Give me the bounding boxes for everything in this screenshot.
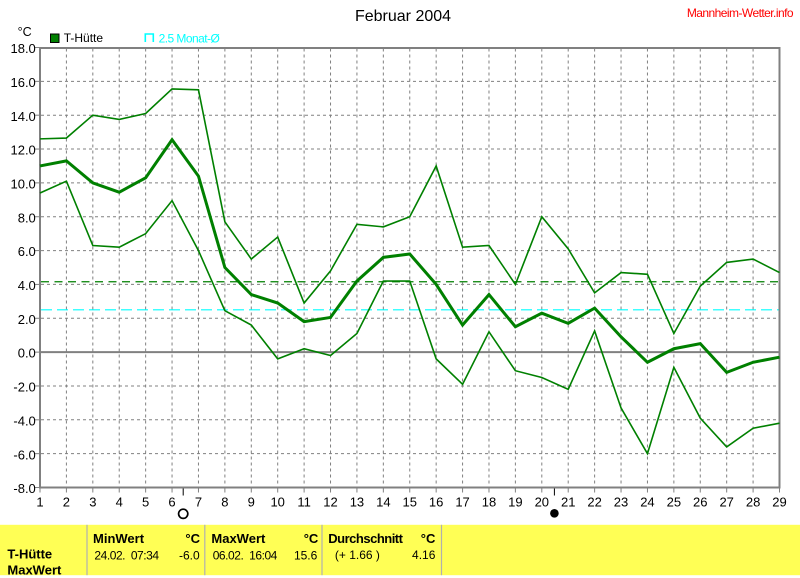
svg-text:26: 26 [693, 495, 707, 510]
svg-text:24: 24 [640, 495, 654, 510]
svg-text:0.0: 0.0 [18, 346, 36, 361]
svg-text:13: 13 [350, 495, 364, 510]
svg-text:2.5 Monat-Ø: 2.5 Monat-Ø [159, 32, 220, 46]
svg-text:°C: °C [304, 531, 319, 546]
svg-text:2.0: 2.0 [18, 312, 36, 327]
svg-text:8: 8 [221, 495, 228, 510]
svg-text:10.0: 10.0 [10, 176, 35, 191]
svg-text:16: 16 [429, 495, 443, 510]
svg-text:°C: °C [185, 531, 200, 546]
svg-text:6: 6 [168, 495, 175, 510]
svg-text:T-Hütte: T-Hütte [64, 31, 104, 45]
svg-text:Februar 2004: Februar 2004 [355, 8, 451, 25]
svg-text:T-Hütte: T-Hütte [7, 547, 52, 562]
svg-text:5: 5 [142, 495, 149, 510]
svg-text:9: 9 [248, 495, 255, 510]
svg-text:-6.0: -6.0 [13, 447, 35, 462]
svg-text:1: 1 [36, 495, 43, 510]
svg-text:-4.0: -4.0 [13, 413, 35, 428]
svg-text:-6.0: -6.0 [179, 548, 200, 562]
svg-text:4.0: 4.0 [18, 278, 36, 293]
svg-text:4: 4 [116, 495, 123, 510]
svg-text:24.02. 07:34: 24.02. 07:34 [94, 548, 159, 562]
svg-text:21: 21 [561, 495, 575, 510]
svg-text:18: 18 [482, 495, 496, 510]
svg-text:06.02. 16:04: 06.02. 16:04 [213, 548, 278, 562]
svg-text:27: 27 [719, 495, 733, 510]
svg-text:MinWert: MinWert [93, 531, 145, 546]
svg-text:7: 7 [195, 495, 202, 510]
svg-text:14.0: 14.0 [10, 109, 35, 124]
svg-text:17: 17 [455, 495, 469, 510]
svg-text:(+ 1.66 ): (+ 1.66 ) [335, 548, 380, 562]
svg-text:20: 20 [535, 495, 549, 510]
svg-text:-2.0: -2.0 [13, 380, 35, 395]
svg-text:4.16: 4.16 [412, 548, 436, 562]
svg-text:11: 11 [297, 495, 311, 510]
svg-text:12.0: 12.0 [10, 143, 35, 158]
svg-text:18.0: 18.0 [10, 41, 35, 56]
svg-text:22: 22 [587, 495, 601, 510]
svg-text:MaxWert: MaxWert [7, 563, 62, 578]
svg-text:14: 14 [376, 495, 390, 510]
svg-text:-8.0: -8.0 [13, 481, 35, 496]
svg-text:23: 23 [614, 495, 628, 510]
svg-text:°C: °C [18, 25, 32, 39]
svg-text:6.0: 6.0 [18, 244, 36, 259]
svg-text:29: 29 [772, 495, 786, 510]
svg-text:10: 10 [270, 495, 284, 510]
svg-text:16.0: 16.0 [10, 75, 35, 90]
svg-text:°C: °C [421, 531, 436, 546]
svg-text:2: 2 [63, 495, 70, 510]
svg-text:Durchschnitt: Durchschnitt [328, 531, 403, 546]
svg-text:12: 12 [323, 495, 337, 510]
svg-text:15: 15 [403, 495, 417, 510]
svg-text:19: 19 [508, 495, 522, 510]
svg-text:25: 25 [667, 495, 681, 510]
svg-text:8.0: 8.0 [18, 210, 36, 225]
svg-text:Mannheim-Wetter.info: Mannheim-Wetter.info [687, 6, 794, 20]
svg-text:MaxWert: MaxWert [211, 531, 266, 546]
svg-text:28: 28 [746, 495, 760, 510]
svg-text:3: 3 [89, 495, 96, 510]
svg-text:15.6: 15.6 [294, 548, 318, 562]
